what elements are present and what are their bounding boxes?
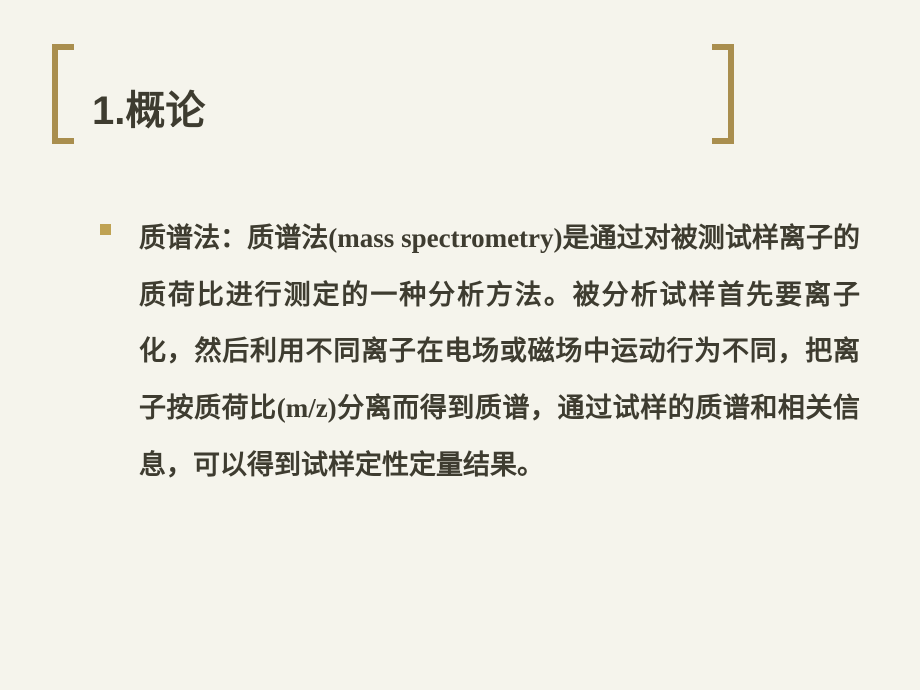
title-bracket-left (52, 44, 74, 144)
square-bullet-icon (100, 224, 111, 235)
title-bracket-right (712, 44, 734, 144)
content-area: 质谱法：质谱法(mass spectrometry)是通过对被测试样离子的质荷比… (100, 210, 860, 493)
body-text: 质谱法：质谱法(mass spectrometry)是通过对被测试样离子的质荷比… (139, 210, 860, 493)
slide-title: 1.概论 (92, 78, 205, 136)
bullet-item: 质谱法：质谱法(mass spectrometry)是通过对被测试样离子的质荷比… (100, 210, 860, 493)
